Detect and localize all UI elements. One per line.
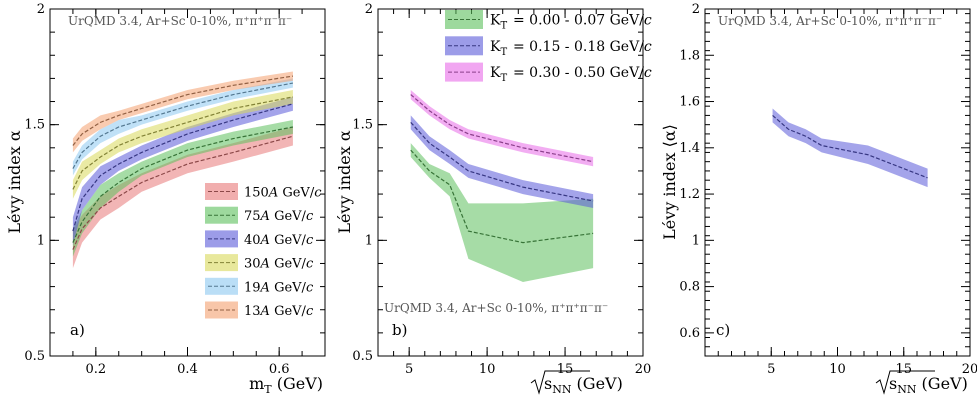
legend-item-k-t-0-00-0-07-gev-c: KT = 0.00 - 0.07 GeV/c	[445, 10, 652, 32]
plot-frame	[704, 8, 971, 357]
tick-marks	[377, 8, 644, 357]
x-axis-title: sNN (GeV)	[530, 370, 623, 396]
line-k-t-0-30-0-50-gev-c	[410, 94, 594, 163]
x-tick-label: 20	[962, 362, 977, 377]
plot-frame	[377, 8, 644, 357]
x-tick-label: 20	[635, 362, 652, 377]
x-tick-label: 0.2	[85, 362, 106, 377]
panel-b: 0.511.525 10 15 20 KT = 0.00 - 0.07 GeV/cKT…	[335, 2, 652, 396]
line-150a-gev-c	[72, 135, 294, 250]
y-tick-label: 1	[37, 233, 45, 248]
band-75a-gev-c	[72, 120, 293, 257]
legend-item-k-t-0-30-0-50-gev-c: KT = 0.30 - 0.50 GeV/c	[445, 62, 652, 84]
legend-item-150a-gev-c: 150A GeV/c	[205, 183, 322, 201]
band-k-t-0-15-0-18-gev-c	[410, 115, 594, 208]
tick-marks	[49, 8, 326, 357]
legend-label: 150A GeV/c	[244, 186, 322, 201]
line-30a-gev-c	[72, 96, 294, 190]
band-19a-gev-c	[72, 78, 293, 176]
y-tick-label: 2	[692, 2, 700, 17]
legend-label: 40A GeV/c	[244, 233, 314, 248]
legend-label: KT = 0.00 - 0.07 GeV/c	[490, 13, 652, 32]
x-tick-label: 5	[767, 362, 775, 377]
line-13a-gev-c	[72, 75, 294, 146]
line-19a-gev-c	[72, 82, 294, 169]
y-tick-label: 1.5	[24, 118, 45, 133]
model-annotation: UrQMD 3.4, Ar+Sc 0-10%, π⁺π⁺π⁻π⁻	[384, 301, 608, 315]
legend-item-19a-gev-c: 19A GeV/c	[205, 277, 314, 295]
tick-marks	[704, 8, 971, 357]
x-tick-label: 15	[895, 362, 912, 377]
panel-label: b)	[392, 321, 407, 339]
y-tick-label: 1.5	[352, 118, 373, 133]
line-k-t-0-00-0-07-gev-c	[410, 149, 594, 244]
svg-text:sNN (GeV): sNN (GeV)	[889, 374, 968, 396]
x-tick-label: 0.6	[269, 362, 290, 377]
legend-item-13a-gev-c: 13A GeV/c	[205, 301, 314, 319]
tick-labels: 0.6 0.8 1 1.2 1.4 1.6 1.8 2 5 10 15 20	[679, 2, 977, 377]
y-tick-label: 2	[37, 2, 45, 17]
y-tick-label: 1.2	[679, 187, 700, 202]
y-tick-label: 0.5	[24, 349, 45, 364]
model-annotation: UrQMD 3.4, Ar+Sc 0-10%, π⁺π⁺π⁻π⁻	[718, 14, 942, 28]
line-75a-gev-c	[72, 126, 294, 243]
tick-labels: 0.5 1 1.5 2 0.2 0.4 0.6	[24, 2, 289, 377]
series-bands	[772, 108, 928, 188]
legend: KT = 0.00 - 0.07 GeV/c KT = 0.15 - 0.18 G…	[445, 10, 652, 84]
y-tick-label: 0.5	[352, 349, 373, 364]
y-tick-label: 0.6	[679, 326, 700, 341]
band-series-0	[772, 108, 928, 188]
model-annotation: UrQMD 3.4, Ar+Sc 0-10%, π⁺π⁺π⁻π⁻	[68, 14, 292, 28]
y-axis-title: Lévy index α	[335, 130, 354, 234]
svg-text:sNN (GeV): sNN (GeV)	[544, 374, 623, 396]
y-tick-label: 1	[692, 233, 700, 248]
panel-c: 0.6 0.8 1 1.2 1.4 1.6 1.8 2 5 10 15 20 UrQMD 3.4, A…	[660, 2, 977, 396]
x-tick-label: 0.4	[177, 362, 198, 377]
x-tick-label: 10	[829, 362, 846, 377]
panel-label: a)	[70, 321, 85, 339]
line-40a-gev-c	[72, 103, 294, 232]
x-tick-label: 15	[557, 362, 574, 377]
x-axis-title: mT (GeV)	[249, 374, 323, 396]
band-40a-gev-c	[72, 96, 293, 245]
y-tick-label: 1.6	[679, 95, 700, 110]
legend-item-75a-gev-c: 75A GeV/c	[205, 206, 314, 224]
band-k-t-0-30-0-50-gev-c	[410, 89, 594, 167]
y-axis-title: Lévy index ⟨α⟩	[660, 124, 679, 240]
line-k-t-0-15-0-18-gev-c	[410, 121, 594, 202]
legend-label: 75A GeV/c	[244, 209, 314, 224]
y-axis-title: Lévy index α	[5, 130, 24, 234]
legend-label: 19A GeV/c	[244, 280, 314, 295]
series-bands	[410, 89, 594, 282]
tick-labels: 0.5 1 1.5 2 5 10 15 20	[352, 2, 651, 377]
y-tick-label: 2	[365, 2, 373, 17]
legend-item-k-t-0-15-0-18-gev-c: KT = 0.15 - 0.18 GeV/c	[445, 36, 652, 58]
x-axis-title: sNN (GeV)	[875, 370, 968, 396]
y-tick-label: 1.8	[679, 48, 700, 63]
y-tick-label: 0.8	[679, 280, 700, 295]
band-k-t-0-00-0-07-gev-c	[410, 143, 594, 282]
series-lines	[72, 75, 294, 250]
x-tick-label: 5	[405, 362, 413, 377]
legend-item-40a-gev-c: 40A GeV/c	[205, 230, 314, 248]
line-series-0	[772, 114, 928, 179]
legend: 150A GeV/c 75A GeV/c 40A GeV/c 30A GeV/c 19A…	[205, 183, 322, 319]
legend-label: KT = 0.15 - 0.18 GeV/c	[490, 39, 652, 58]
legend-label: KT = 0.30 - 0.50 GeV/c	[490, 65, 652, 84]
legend-item-30a-gev-c: 30A GeV/c	[205, 254, 314, 272]
legend-label: 30A GeV/c	[244, 257, 314, 272]
y-tick-label: 1.4	[679, 141, 700, 156]
legend-label: 13A GeV/c	[244, 304, 314, 319]
series-lines	[772, 114, 928, 179]
panel-label: c)	[716, 321, 730, 339]
series-lines	[410, 94, 594, 244]
y-tick-label: 1	[365, 233, 373, 248]
panel-a: 0.5 1 1.5 2 0.2 0.4 0.6 150A GeV/c 75A GeV/c 40A…	[5, 2, 326, 396]
x-tick-label: 10	[479, 362, 496, 377]
